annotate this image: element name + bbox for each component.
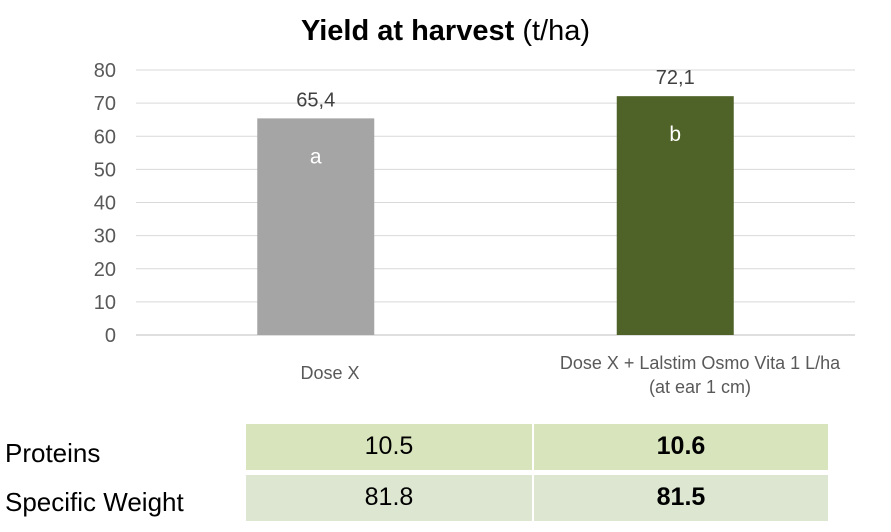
significance-letter: a (310, 145, 322, 168)
table-cell: 10.6 (534, 424, 828, 470)
row-label-specific-weight: Specific Weight (5, 487, 184, 517)
table-cell: 10.5 (246, 424, 532, 470)
significance-letter: b (669, 123, 681, 146)
table-cell: 81.5 (534, 475, 828, 521)
y-tick-label: 60 (94, 126, 116, 148)
data-label: 65,4 (296, 89, 335, 111)
row-label-proteins: Proteins (5, 438, 101, 468)
y-tick-label: 40 (94, 193, 116, 215)
category-label-sub: (at ear 1 cm) (648, 377, 752, 397)
category-label-main: Dose X (300, 363, 360, 383)
category-label-dose-x: Dose X (230, 361, 430, 385)
chart-title-main: Yield at harvest (300, 15, 515, 47)
y-tick-label: 0 (105, 325, 116, 347)
bar-chart: 0 10 20 30 40 50 60 70 80 65,4 a 72,1 b (94, 60, 855, 347)
y-tick-label: 10 (94, 292, 116, 314)
table-cell: 81.8 (246, 475, 532, 521)
y-tick-label: 50 (94, 159, 116, 181)
category-label-dose-x-lalstim: Dose X + Lalstim Osmo Vita 1 L/ha (at ea… (510, 351, 890, 399)
bar (616, 96, 734, 335)
y-tick-label: 20 (94, 259, 116, 281)
data-label: 72,1 (656, 67, 695, 89)
y-tick-label: 80 (94, 60, 116, 82)
y-tick-label: 30 (94, 226, 116, 248)
y-tick-label: 70 (94, 93, 116, 115)
chart-title-unit: (t/ha) (522, 15, 591, 47)
chart-title: Yield at harvest (t/ha) (0, 12, 891, 50)
category-label-main: Dose X + Lalstim Osmo Vita 1 L/ha (559, 353, 841, 373)
bar (257, 118, 375, 335)
